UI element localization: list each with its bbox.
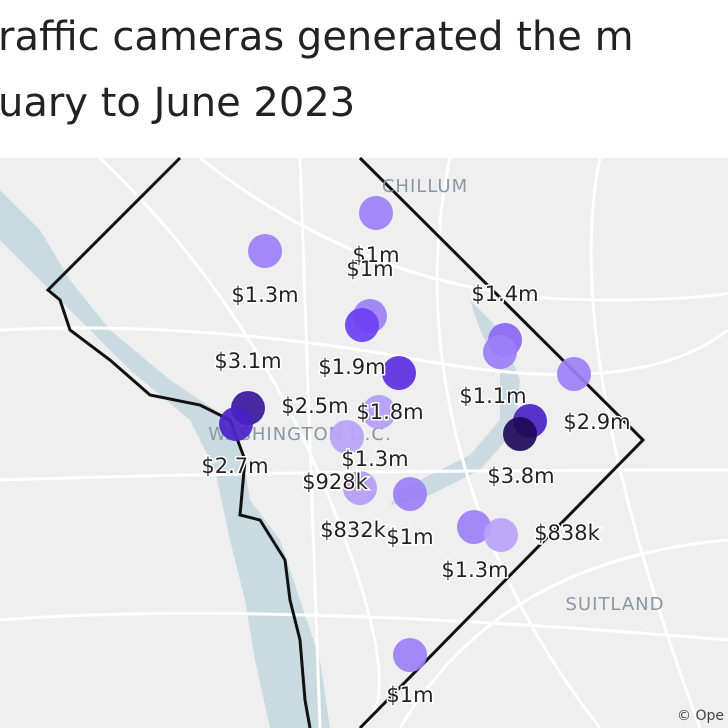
fine-label: $1m (386, 683, 433, 707)
camera-marker (248, 234, 282, 268)
basemap (0, 156, 728, 728)
camera-marker (457, 510, 491, 544)
camera-marker (330, 420, 364, 454)
fine-label: $832k (320, 518, 386, 542)
fine-label: $2.5m (281, 394, 348, 418)
fine-label: $3.1m (214, 349, 281, 373)
fine-label: $1.8m (356, 400, 423, 424)
camera-marker (484, 518, 518, 552)
camera-marker (362, 395, 396, 429)
fine-label: $3.8m (487, 464, 554, 488)
fine-label: $1m (386, 525, 433, 549)
fine-label: $1.3m (441, 558, 508, 582)
camera-marker (343, 471, 377, 505)
camera-marker (382, 356, 416, 390)
camera-marker (503, 417, 537, 451)
camera-marker (483, 335, 517, 369)
fine-label: $928k (302, 470, 368, 494)
fine-label: $2.9m (563, 410, 630, 434)
title-line: uary to June 2023 (0, 80, 355, 126)
camera-marker (393, 638, 427, 672)
fine-label: $1m (352, 243, 399, 267)
camera-marker (219, 407, 253, 441)
camera-marker (393, 477, 427, 511)
fine-label: $2.7m (201, 454, 268, 478)
fine-label: $1.3m (341, 447, 408, 471)
fine-label: $838k (534, 521, 600, 545)
fine-label: $1.9m (318, 355, 385, 379)
place-label: SUITLAND (566, 594, 665, 615)
camera-marker (557, 357, 591, 391)
fine-label: $1.1m (459, 384, 526, 408)
attribution: © Ope (677, 708, 724, 724)
camera-marker (359, 196, 393, 230)
fine-label: $1.3m (231, 283, 298, 307)
place-label: CHILLUM (382, 176, 468, 197)
title-line: raffic cameras generated the m (0, 14, 634, 60)
camera-marker (345, 308, 379, 342)
fine-label: $1m (346, 257, 393, 281)
fine-label: $1.4m (471, 282, 538, 306)
